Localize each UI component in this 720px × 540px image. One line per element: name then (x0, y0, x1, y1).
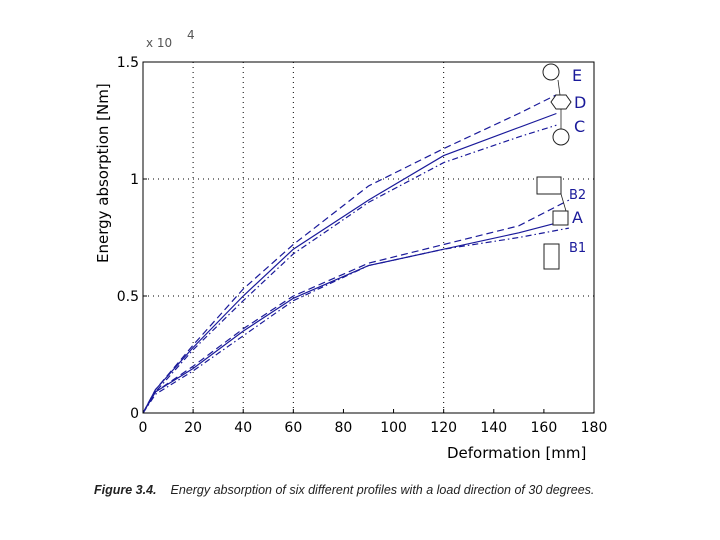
x-axis-label: Deformation [mm] (447, 444, 586, 462)
series-label-b2: B2 (569, 188, 586, 203)
series-line-b2 (142, 199, 570, 414)
marker-e-icon (542, 63, 560, 81)
series-line-c (142, 124, 557, 414)
series-label-a: A (572, 208, 583, 227)
series-line-a (142, 220, 565, 414)
series-label-c: C (574, 117, 585, 136)
series-label-d: D (574, 93, 586, 112)
x-tick-label: 120 (430, 420, 457, 436)
grid-lines (143, 62, 594, 413)
marker-connector (560, 193, 567, 212)
x-tick-label: 140 (480, 420, 507, 436)
marker-c-icon (552, 128, 570, 146)
figure-caption-text: Energy absorption of six different profi… (170, 483, 595, 497)
y-exponent-power: 4 (187, 28, 195, 42)
marker-a-icon (552, 210, 569, 226)
plot-frame (142, 61, 595, 414)
y-axis-label: Energy absorption [Nm] (94, 83, 112, 263)
series-label-b1: B1 (569, 241, 586, 256)
figure-number: Figure 3.4. (94, 483, 157, 497)
series-labels: E D C B2 A B1 (569, 66, 586, 256)
x-tick-label: 180 (581, 420, 608, 436)
x-tick-label: 160 (531, 420, 558, 436)
y-tick-label: 0 (130, 406, 139, 422)
series-label-e: E (572, 66, 582, 85)
figure-caption: Figure 3.4. Energy absorption of six diff… (94, 482, 614, 499)
x-tick-label: 80 (335, 420, 353, 436)
x-tick-label: 100 (380, 420, 407, 436)
tick-labels: 0 20 40 60 80 100 120 140 160 180 0 0.5 1 1.5 (117, 55, 608, 436)
series-line-d (142, 112, 557, 414)
marker-d-icon (550, 94, 572, 110)
series-line-b1 (142, 227, 570, 414)
y-tick-label: 0.5 (117, 289, 139, 305)
y-tick-label: 1.5 (117, 55, 139, 71)
x-tick-label: 40 (234, 420, 252, 436)
series-lines (142, 94, 570, 414)
marker-b2-icon (536, 176, 562, 195)
y-tick-label: 1 (130, 172, 139, 188)
x-tick-label: 60 (284, 420, 302, 436)
marker-connector (557, 79, 561, 96)
x-tick-label: 0 (139, 420, 148, 436)
marker-b1-icon (543, 243, 560, 270)
x-tick-label: 20 (184, 420, 202, 436)
profile-markers (536, 63, 572, 270)
series-line-e (142, 94, 557, 414)
y-exponent-label: x 10 (146, 36, 172, 50)
